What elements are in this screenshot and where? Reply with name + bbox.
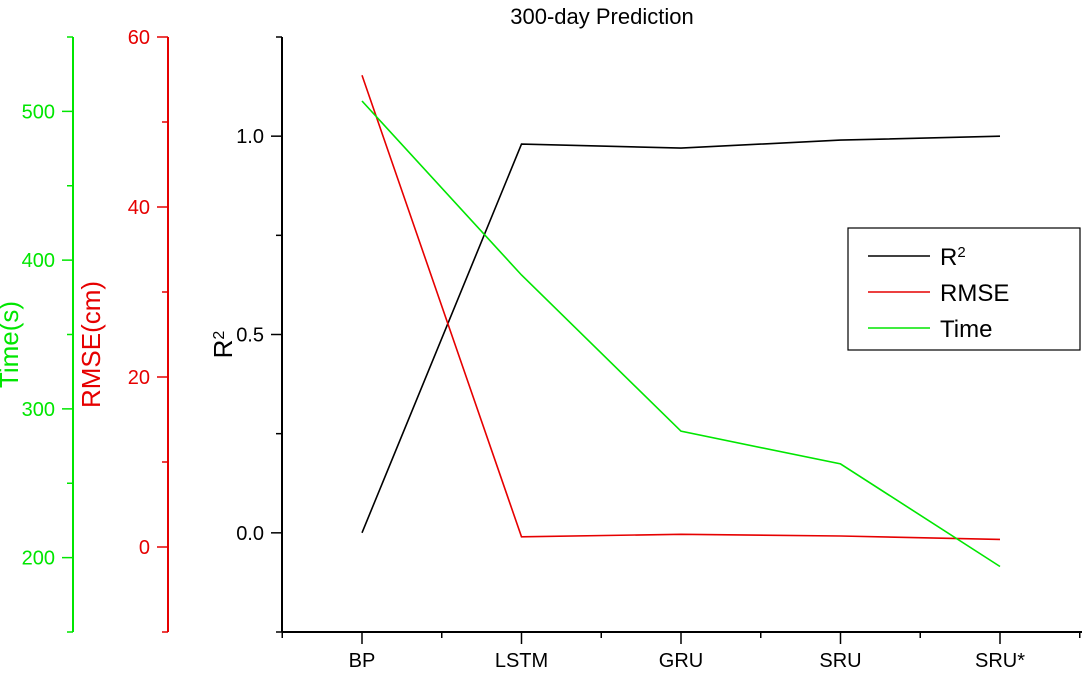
series-rmse-line (361, 75, 1001, 541)
x-tick-label: GRU (659, 650, 703, 672)
series-r-group (361, 135, 1001, 534)
legend-label-superscript: 2 (957, 244, 965, 261)
rmse-axis-label: RMSE(cm) (76, 281, 106, 408)
legend-box (847, 227, 1081, 351)
time-axis: 200 300 400 500 Time(s) (0, 36, 74, 633)
time-tick-label: 500 (22, 101, 55, 123)
x-tick-label: SRU* (975, 650, 1025, 672)
r2-axis-label-superscript: 2 (211, 331, 228, 340)
rmse-axis: 0 20 40 60 RMSE(cm) (76, 27, 169, 633)
axes-layer: 0.0 0.5 1.0 R2 0 20 40 60 RMSE(cm) 200 300 400 500 Ti… (0, 27, 1082, 672)
legend-item: R2 (868, 244, 966, 271)
time-tick-label: 200 (22, 548, 55, 570)
rmse-tick-label: 60 (128, 27, 150, 49)
r2-axis-label: R2 (208, 331, 238, 359)
x-tick-label: BP (349, 650, 376, 672)
rmse-tick-label: 20 (128, 367, 150, 389)
rmse-tick-label: 0 (139, 537, 150, 559)
x-tick-label: LSTM (495, 650, 548, 672)
series-rmse-group (361, 75, 1001, 541)
r2-tick-label: 1.0 (236, 126, 264, 148)
series-layer (361, 75, 1001, 568)
legend-item: Time (868, 316, 992, 343)
r2-axis: 0.0 0.5 1.0 R2 (208, 36, 283, 633)
legend: R2 RMSE Time (847, 227, 1081, 351)
time-axis-label: Time(s) (0, 301, 24, 388)
legend-label: RMSE (940, 280, 1009, 307)
r2-tick-label: 0.0 (236, 523, 264, 545)
series-time-line (361, 100, 1001, 568)
series-r-line (361, 135, 1001, 534)
legend-item: RMSE (868, 280, 1009, 307)
x-axis: BP LSTM GRU SRU SRU* (281, 631, 1082, 672)
series-time-group (361, 100, 1001, 568)
r2-tick-label: 0.5 (236, 325, 264, 347)
time-tick-label: 300 (22, 399, 55, 421)
legend-label: Time (940, 316, 992, 343)
x-tick-label: SRU (819, 650, 861, 672)
rmse-tick-label: 40 (128, 197, 150, 219)
chart-title: 300-day Prediction (510, 4, 693, 29)
time-tick-label: 400 (22, 250, 55, 272)
